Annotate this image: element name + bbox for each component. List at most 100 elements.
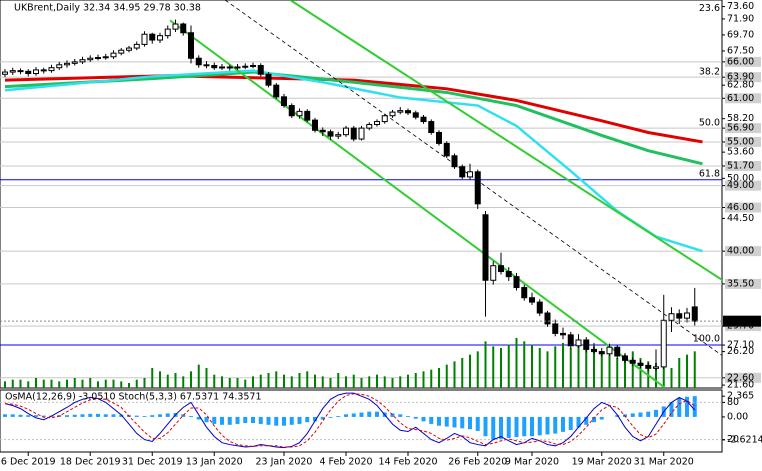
candle-body [443,142,450,157]
candle-body [9,70,16,73]
x-tick-label: 18 Dec 2019 [60,457,121,468]
osma-bar [545,416,550,435]
candle-body [629,359,636,364]
y-tick-box [725,123,761,134]
y-tick-label: 27.10 [727,340,754,351]
candle-body [389,111,396,117]
candle-body [64,62,70,66]
osma-bar [111,414,116,417]
osma-bar [235,416,240,424]
candle-body [676,313,683,319]
osma-tick-label: 2.365 [727,391,754,402]
x-tick-label: 6 Dec 2019 [1,457,56,468]
candle-body [71,61,78,64]
y-tick-label: 63.90 [727,72,754,83]
osma-bar [204,416,209,423]
osma-bar [328,416,333,418]
candle-body [250,65,256,68]
osma-bar [677,398,682,417]
osma-bar [258,416,263,424]
candle-body [257,65,264,75]
candle-body [366,123,373,129]
y-tick-box [725,72,761,83]
fib-label: 50.0 [699,117,720,128]
osma-bar [646,411,651,417]
osma-bar [390,413,395,417]
y-tick-label: 61.00 [727,93,754,104]
candle-body [529,297,535,303]
osma-bar [134,415,139,417]
candle-body [622,355,628,361]
osma-bar [266,416,271,425]
candle-body [660,319,667,368]
y-tick-label: 46.00 [727,202,754,213]
osma-bar [375,411,379,417]
last-price-box [723,315,761,327]
osma-bar [26,415,31,417]
candle-body [79,59,86,63]
osma-bar [506,416,511,438]
candle-body [33,69,39,75]
candle-body [242,65,249,68]
candle-body [164,28,171,37]
osma-bar [452,416,457,428]
osma-bar [367,411,372,417]
osma-bar [119,414,124,417]
candle-body [637,362,644,366]
osma-bar [630,413,635,417]
stoch-line [4,393,696,448]
candle-body [513,276,520,289]
osma-bar [615,415,620,417]
y-tick-box [725,202,761,213]
osma-bar [351,413,356,417]
osma-bar [320,416,325,420]
candle-body [498,265,504,273]
candle-body [126,47,132,51]
osma-bar [344,414,348,417]
candle-body [211,65,218,69]
candle-body [645,364,652,369]
y-tick-label: 67.50 [727,45,754,56]
candle-body [149,33,156,41]
y-tick-box [725,372,761,383]
indicator-panel [0,389,723,453]
candle-body [405,110,411,114]
fib-label: 100.0 [693,334,720,345]
osma-bar [34,415,38,417]
y-tick-box [725,160,761,171]
y-tick-box [725,56,761,67]
osma-bar [584,416,589,425]
candle-body [327,131,334,137]
y-tick-label: 73.60 [727,1,754,12]
osma-bar [561,416,565,432]
x-tick-label: 14 Feb 2020 [378,457,437,468]
candle-body [397,110,404,113]
stoch-tick-label: 20 [727,434,739,445]
osma-bar [499,416,503,439]
osma-bar [3,414,7,417]
osma-bar [568,416,573,431]
osma-bar [165,413,170,417]
candle-body [172,23,179,30]
candle-body [102,56,109,59]
candle-body [467,171,473,178]
candle-body [552,323,559,334]
candle-body [591,348,597,353]
candle-body [56,64,63,69]
osma-bar [282,416,286,426]
candle-body [312,119,318,131]
candle-body [273,84,280,98]
trendline [169,19,666,388]
x-tick-label: 19 Mar 2020 [572,457,632,468]
candle-body [180,23,187,34]
candle-body [575,339,582,347]
candle-body [157,35,163,41]
stoch-tick-label: 80 [727,397,739,408]
y-tick-box [725,180,761,191]
osma-bar [142,416,147,417]
candle-body [343,127,349,136]
osma-bar [96,413,100,417]
trendline [224,0,722,356]
